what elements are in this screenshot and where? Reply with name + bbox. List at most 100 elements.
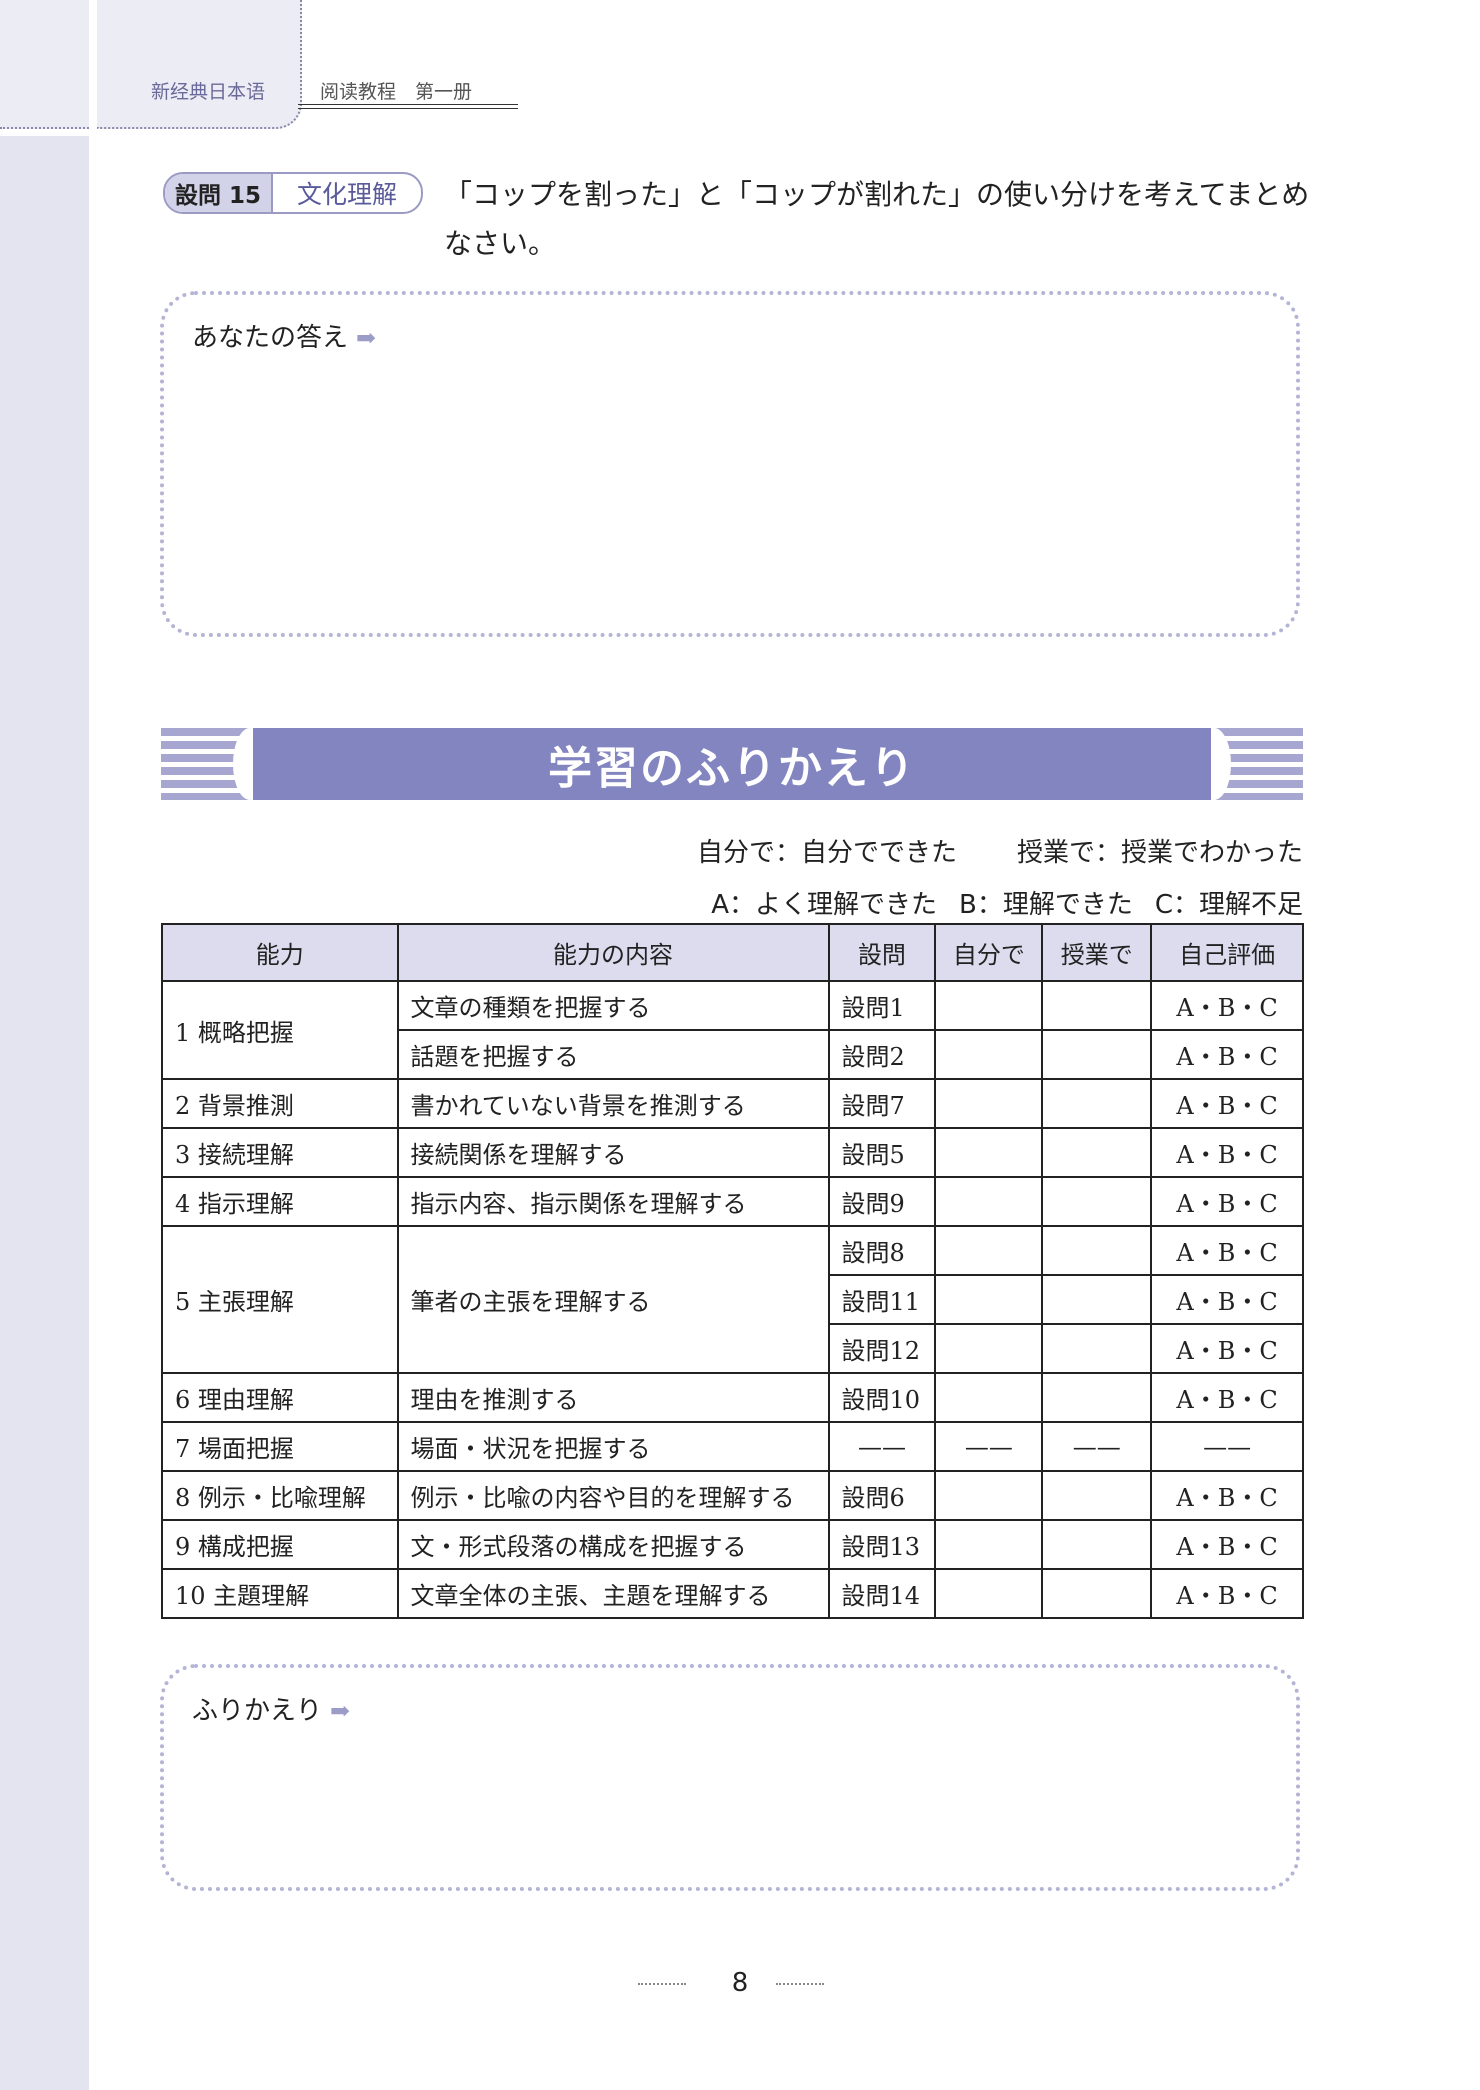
cell-rating[interactable]: A・B・C bbox=[1150, 1225, 1304, 1276]
reflection-box-label: ふりかえり ➡ bbox=[192, 1690, 350, 1727]
cell-content: 文章の種類を把握する bbox=[396, 980, 830, 1031]
cell-self[interactable]: —— bbox=[934, 1421, 1044, 1472]
cell-self[interactable] bbox=[934, 1225, 1044, 1276]
cell-self[interactable] bbox=[934, 1127, 1044, 1178]
arrow-right-icon: ➡ bbox=[330, 1697, 351, 1725]
cell-class[interactable] bbox=[1041, 1127, 1153, 1178]
question-text: 「コップを割った」と「コップが割れた」の使い分けを考えてまとめなさい。 bbox=[444, 178, 1310, 260]
header-question: 設問 bbox=[827, 923, 937, 982]
table-row: 3 接続理解 接続関係を理解する 設問5 A・B・C bbox=[161, 1127, 1304, 1178]
sidebar-top-decoration bbox=[0, 0, 89, 129]
cell-rating[interactable]: A・B・C bbox=[1150, 1029, 1304, 1080]
question-number: 設問 15 bbox=[165, 174, 273, 212]
cell-class[interactable] bbox=[1041, 1029, 1153, 1080]
cell-ability: 6 理由理解 bbox=[161, 1372, 399, 1423]
table-row: 設問12 A・B・C bbox=[162, 1323, 1304, 1374]
cell-question: 設問2 bbox=[827, 1029, 937, 1080]
cell-question: 設問8 bbox=[827, 1225, 937, 1276]
arrow-right-icon: ➡ bbox=[356, 324, 377, 352]
cell-question: 設問13 bbox=[827, 1519, 937, 1570]
cell-self[interactable] bbox=[934, 1029, 1044, 1080]
table-row: 4 指示理解 指示内容、指示関係を理解する 設問9 A・B・C bbox=[161, 1176, 1304, 1227]
cell-self[interactable] bbox=[934, 1372, 1044, 1423]
cell-ability: 5 主張理解 bbox=[161, 1225, 399, 1374]
table-row: 1 概略把握 文章の種類を把握する 設問1 A・B・C bbox=[161, 980, 1304, 1080]
table-row: 9 構成把握 文・形式段落の構成を把握する 設問13 A・B・C bbox=[161, 1519, 1304, 1570]
table-header-row: 能力 能力の内容 設問 自分で 授業で 自己評価 bbox=[161, 923, 1304, 982]
reflection-box[interactable]: ふりかえり ➡ bbox=[160, 1664, 1300, 1891]
cell-class[interactable] bbox=[1041, 1225, 1153, 1276]
page-number-dots-right bbox=[776, 1983, 824, 1985]
cell-class[interactable] bbox=[1041, 1568, 1153, 1619]
legend-class: 授業で：授業でわかった bbox=[1016, 838, 1303, 868]
cell-self[interactable] bbox=[934, 1470, 1044, 1521]
cell-class[interactable] bbox=[1041, 1274, 1153, 1325]
cell-question: 設問5 bbox=[827, 1127, 937, 1178]
cell-rating[interactable]: A・B・C bbox=[1150, 1372, 1304, 1423]
header-underline bbox=[298, 104, 518, 109]
legend-line-2: A：よく理解できた B：理解できた C：理解不足 bbox=[689, 884, 1303, 921]
book-title: 新经典日本语 bbox=[151, 81, 266, 103]
cell-question: —— bbox=[827, 1421, 937, 1472]
cell-self[interactable] bbox=[934, 1323, 1044, 1374]
section-banner: 学習のふりかえり bbox=[161, 728, 1303, 800]
cell-rating[interactable]: A・B・C bbox=[1150, 980, 1304, 1031]
cell-question: 設問14 bbox=[827, 1568, 937, 1619]
answer-box-label: あなたの答え ➡ bbox=[192, 317, 376, 354]
cell-class[interactable] bbox=[1041, 1176, 1153, 1227]
cell-class[interactable] bbox=[1041, 1323, 1153, 1374]
cell-self[interactable] bbox=[934, 1274, 1044, 1325]
answer-label-text: あなたの答え bbox=[192, 323, 349, 353]
cell-question: 設問9 bbox=[827, 1176, 937, 1227]
cell-content: 筆者の主張を理解する bbox=[396, 1225, 830, 1374]
cell-rating[interactable]: A・B・C bbox=[1150, 1274, 1304, 1325]
cell-rating[interactable]: A・B・C bbox=[1150, 1519, 1304, 1570]
cell-rating[interactable]: A・B・C bbox=[1150, 1127, 1304, 1178]
cell-content: 指示内容、指示関係を理解する bbox=[396, 1176, 830, 1227]
cell-content: 場面・状況を把握する bbox=[396, 1421, 830, 1472]
cell-self[interactable] bbox=[934, 1176, 1044, 1227]
cell-self[interactable] bbox=[934, 980, 1044, 1031]
cell-question: 設問10 bbox=[827, 1372, 937, 1423]
cell-question: 設問12 bbox=[827, 1323, 937, 1374]
cell-self[interactable] bbox=[934, 1519, 1044, 1570]
cell-ability: 1 概略把握 bbox=[161, 980, 399, 1080]
cell-class[interactable] bbox=[1041, 1372, 1153, 1423]
header-rating: 自己評価 bbox=[1150, 923, 1304, 982]
page-number: 8 bbox=[731, 1968, 749, 1998]
page-number-dots-left bbox=[638, 1983, 686, 1985]
cell-ability: 4 指示理解 bbox=[161, 1176, 399, 1227]
section-title: 学習のふりかえり bbox=[253, 728, 1211, 800]
legend-b: B：理解できた bbox=[959, 890, 1133, 920]
cell-class[interactable] bbox=[1041, 1470, 1153, 1521]
cell-content: 文・形式段落の構成を把握する bbox=[396, 1519, 830, 1570]
cell-rating[interactable]: A・B・C bbox=[1150, 1323, 1304, 1374]
cell-rating[interactable]: A・B・C bbox=[1150, 1470, 1304, 1521]
cell-rating[interactable]: —— bbox=[1150, 1421, 1304, 1472]
cell-class[interactable] bbox=[1041, 1078, 1153, 1129]
reflection-label-text: ふりかえり bbox=[192, 1696, 323, 1726]
cell-rating[interactable]: A・B・C bbox=[1150, 1176, 1304, 1227]
table-row: 7 場面把握 場面・状況を把握する —— —— —— —— bbox=[161, 1421, 1304, 1472]
cell-class[interactable] bbox=[1041, 980, 1153, 1031]
cell-ability: 10 主題理解 bbox=[161, 1568, 399, 1619]
cell-class[interactable] bbox=[1041, 1519, 1153, 1570]
cell-self[interactable] bbox=[934, 1568, 1044, 1619]
review-table: 能力 能力の内容 設問 自分で 授業で 自己評価 1 概略把握 文章の種類を把握す… bbox=[161, 923, 1304, 1619]
header-content: 能力の内容 bbox=[396, 923, 830, 982]
book-subtitle: 阅读教程 第一册 bbox=[320, 81, 473, 103]
cell-class[interactable]: —— bbox=[1041, 1421, 1153, 1472]
answer-box[interactable]: あなたの答え ➡ bbox=[160, 291, 1300, 637]
cell-rating[interactable]: A・B・C bbox=[1150, 1078, 1304, 1129]
sidebar-strip bbox=[0, 136, 89, 2090]
cell-self[interactable] bbox=[934, 1078, 1044, 1129]
header-self: 自分で bbox=[934, 923, 1044, 982]
header-tab-decoration bbox=[97, 0, 302, 129]
table-row: 8 例示・比喩理解 例示・比喩の内容や目的を理解する 設問6 A・B・C bbox=[161, 1470, 1304, 1521]
table-row: 6 理由理解 理由を推測する 設問10 A・B・C bbox=[161, 1372, 1304, 1423]
cell-content: 文章全体の主張、主題を理解する bbox=[396, 1568, 830, 1619]
table-row: 5 主張理解 筆者の主張を理解する 設問8 A・B・C bbox=[161, 1225, 1304, 1374]
cell-rating[interactable]: A・B・C bbox=[1150, 1568, 1304, 1619]
cell-ability: 2 背景推測 bbox=[161, 1078, 399, 1129]
header-class: 授業で bbox=[1041, 923, 1153, 982]
